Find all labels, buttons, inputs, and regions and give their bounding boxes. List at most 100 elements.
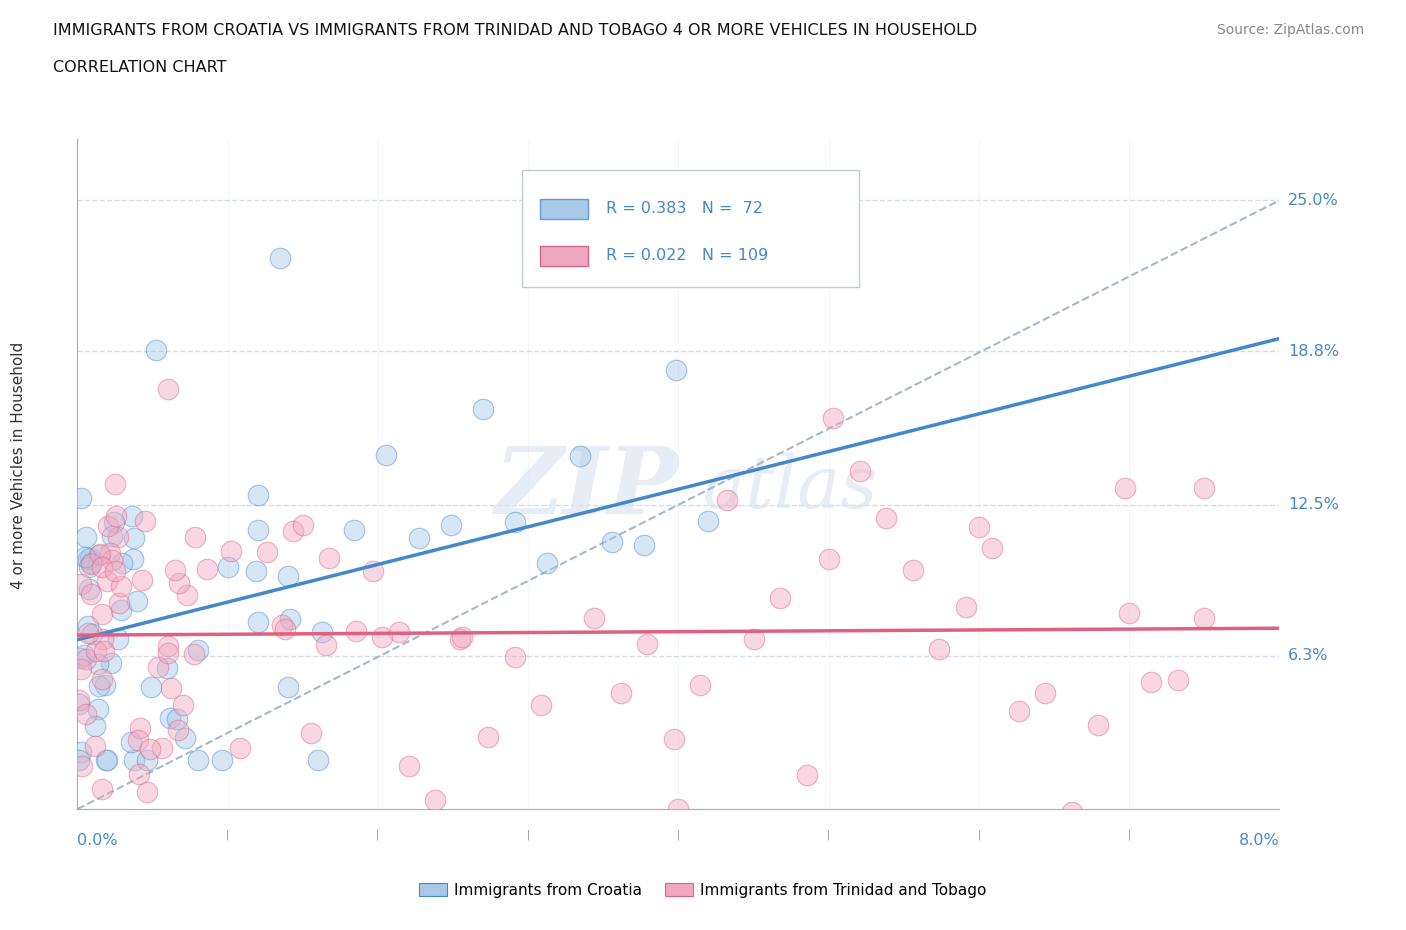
Text: R = 0.383   N =  72: R = 0.383 N = 72: [606, 201, 763, 217]
Point: [122, 531, 145, 546]
Point: [477, 729, 499, 744]
Point: [1118, 605, 1140, 620]
Point: [186, 643, 209, 658]
Point: [122, 753, 145, 768]
Point: [70, 661, 93, 676]
Point: [111, 555, 134, 570]
Point: [80, 556, 103, 571]
Point: [246, 615, 269, 630]
Text: 18.8%: 18.8%: [1288, 344, 1339, 359]
Point: [823, 411, 845, 426]
Point: [93, 644, 115, 658]
Point: [87, 657, 110, 671]
Point: [530, 698, 553, 712]
Point: [633, 538, 655, 552]
Point: [156, 639, 179, 654]
Point: [1033, 685, 1056, 700]
Point: [278, 611, 301, 626]
Text: ZIP: ZIP: [494, 443, 679, 533]
Point: [131, 572, 153, 587]
Point: [128, 766, 150, 781]
FancyBboxPatch shape: [540, 199, 588, 219]
Point: [557, 819, 579, 834]
Point: [848, 464, 870, 479]
Point: [67, 692, 90, 707]
Point: [80, 555, 103, 570]
Point: [1008, 704, 1031, 719]
Point: [159, 711, 181, 725]
Text: CORRELATION CHART: CORRELATION CHART: [53, 60, 226, 75]
Point: [246, 523, 269, 538]
Point: [80, 626, 103, 641]
Point: [156, 381, 179, 396]
Point: [104, 476, 127, 491]
Text: |: |: [526, 830, 530, 840]
Point: [91, 781, 114, 796]
Point: [742, 631, 765, 646]
Point: [277, 679, 299, 694]
Point: [69, 650, 91, 665]
Point: [796, 767, 818, 782]
Point: [769, 591, 792, 605]
Point: [110, 603, 132, 618]
Point: [668, 802, 690, 817]
Point: [169, 576, 191, 591]
Point: [127, 733, 149, 748]
Point: [219, 543, 242, 558]
Point: [343, 523, 366, 538]
Point: [408, 531, 430, 546]
Point: [274, 622, 297, 637]
Point: [167, 723, 190, 737]
Point: [87, 701, 110, 716]
Point: [145, 342, 167, 357]
Point: [107, 631, 129, 646]
Point: [173, 731, 195, 746]
Point: [146, 660, 169, 675]
Point: [70, 745, 93, 760]
Point: [166, 711, 188, 726]
Point: [135, 785, 157, 800]
Point: [318, 551, 340, 565]
Point: [269, 251, 291, 266]
Point: [689, 677, 711, 692]
Point: [716, 492, 738, 507]
Point: [101, 529, 124, 544]
Point: [98, 546, 121, 561]
Point: [67, 753, 90, 768]
Point: [967, 520, 990, 535]
Point: [120, 735, 142, 750]
Point: [91, 560, 114, 575]
Point: [96, 753, 118, 768]
Text: 6.3%: 6.3%: [1288, 648, 1329, 663]
Text: atlas: atlas: [703, 452, 877, 523]
Point: [93, 631, 115, 646]
Point: [110, 578, 132, 593]
Point: [79, 587, 101, 602]
Point: [141, 679, 163, 694]
Point: [79, 551, 101, 565]
Point: [217, 560, 239, 575]
Point: [139, 741, 162, 756]
Point: [449, 631, 471, 646]
Point: [72, 648, 94, 663]
Point: [697, 513, 720, 528]
Point: [299, 725, 322, 740]
Point: [107, 595, 129, 610]
Point: [83, 738, 105, 753]
Point: [105, 508, 128, 523]
Text: 4 or more Vehicles in Household: 4 or more Vehicles in Household: [11, 341, 25, 589]
Point: [94, 753, 117, 768]
Point: [928, 642, 950, 657]
Point: [176, 588, 198, 603]
Point: [156, 660, 179, 675]
Point: [101, 553, 124, 568]
Text: |: |: [1128, 830, 1130, 840]
Point: [229, 741, 252, 756]
Point: [134, 513, 156, 528]
Point: [96, 573, 118, 588]
Point: [388, 624, 411, 639]
Point: [195, 562, 218, 577]
Point: [77, 560, 100, 575]
Point: [291, 517, 314, 532]
Point: [172, 698, 194, 712]
